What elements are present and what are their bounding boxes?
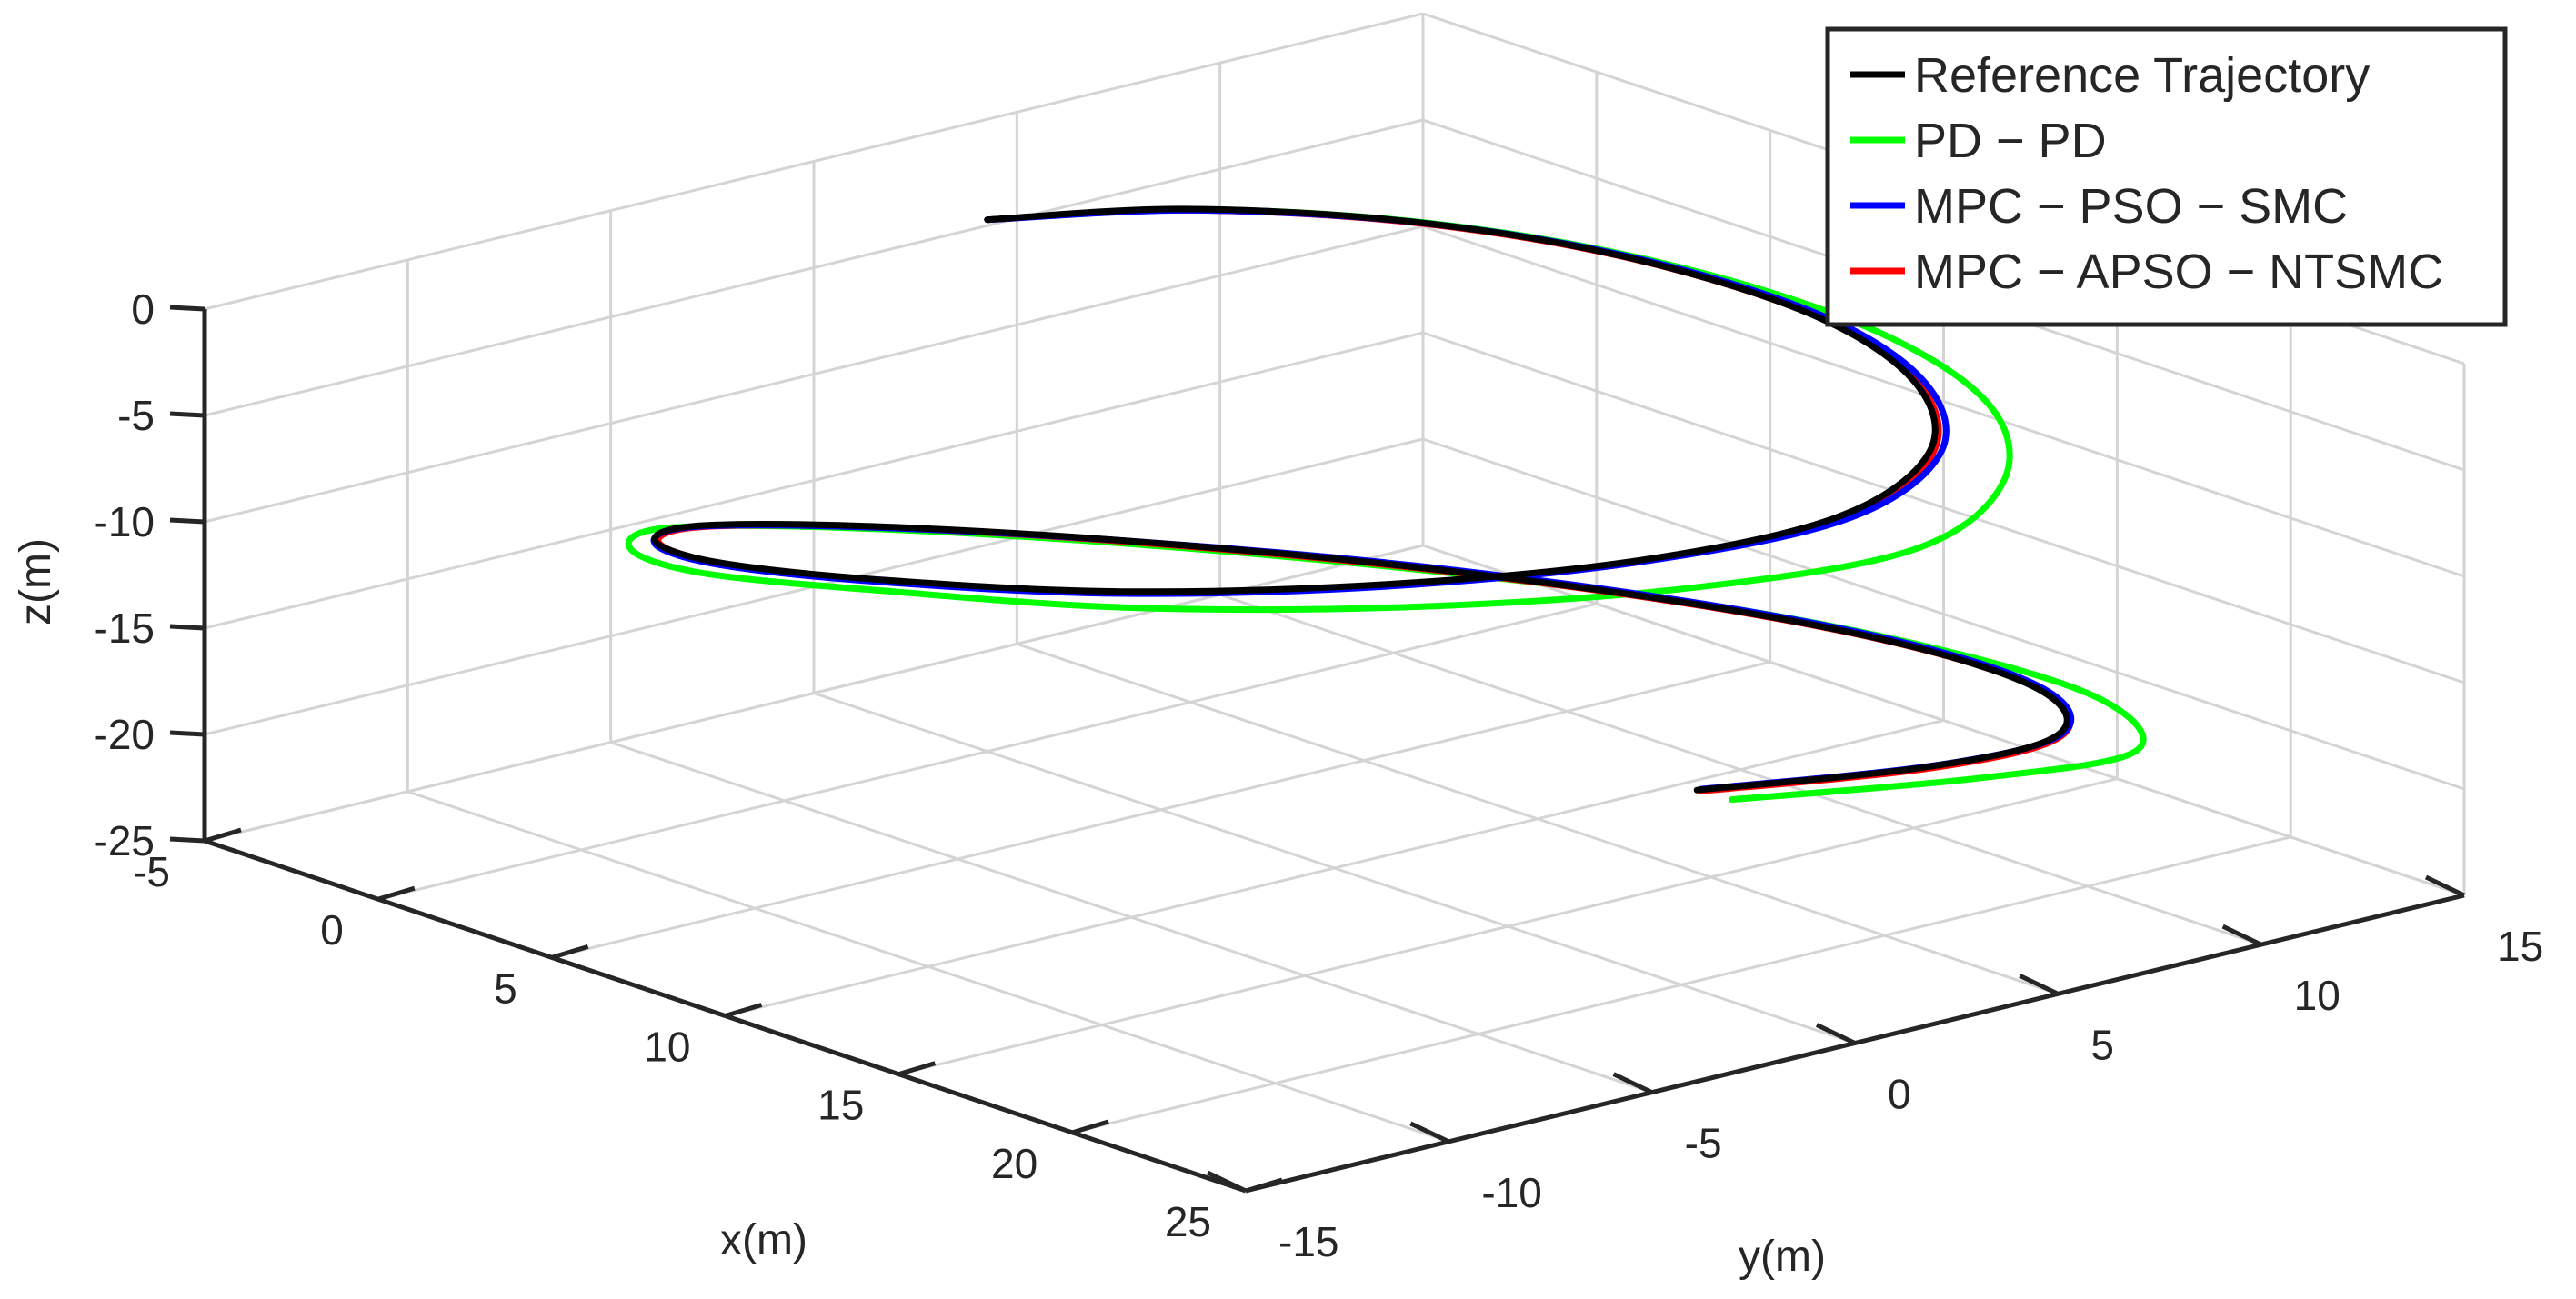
y-axis-label: y(m) — [1739, 1233, 1826, 1281]
x-tick-mark — [377, 885, 416, 902]
y-tick-mark — [2424, 874, 2466, 898]
grid-line-wall-x-z — [204, 12, 1424, 311]
grid-line-floor-y — [1016, 642, 2059, 995]
x-tick-label: 20 — [991, 1140, 1037, 1187]
x-tick-label: 0 — [320, 906, 344, 954]
x-axis-label: x(m) — [720, 1216, 807, 1264]
tick-labels: -5 0 5 10 15 20 25 -15 -10 -5 0 5 10 15 0 -5 -10 -15 -20 -2… — [95, 285, 2544, 1265]
grid-line-floor-y — [610, 741, 1653, 1094]
grid-line-floor-y — [406, 790, 1449, 1144]
legend-label: PD − PD — [1914, 114, 2107, 168]
grid-line-wall-x-z — [204, 225, 1424, 524]
series-line-0 — [651, 205, 2070, 794]
x-tick-mark — [724, 1003, 763, 1018]
x-tick-label: 5 — [494, 964, 517, 1012]
y-tick-label: 15 — [2497, 923, 2543, 970]
z-tick-mark — [169, 624, 205, 631]
y-tick-mark — [2019, 974, 2060, 996]
z-tick-label: 0 — [131, 285, 155, 333]
z-tick-mark — [169, 411, 205, 418]
x-tick-label: -5 — [133, 848, 170, 895]
y-tick-mark — [1409, 1121, 1450, 1144]
grid-line-wall-y-z — [1422, 331, 2465, 684]
y-tick-mark — [1612, 1072, 1653, 1094]
y-tick-mark — [1815, 1023, 1857, 1045]
z-tick-mark — [169, 730, 205, 737]
z-tick-label: -25 — [95, 817, 155, 864]
y-tick-label: 0 — [1888, 1071, 1911, 1118]
z-tick-label: -15 — [95, 605, 155, 652]
y-tick-label: -15 — [1278, 1218, 1338, 1265]
y-tick-label: -10 — [1481, 1169, 1541, 1216]
z-axis-label: z(m) — [12, 538, 60, 625]
grid-line-wall-y-z — [1422, 225, 2465, 578]
x-tick-mark — [897, 1061, 937, 1077]
grid-line-floor-y — [813, 692, 1856, 1044]
legend-box — [1825, 26, 2508, 327]
grid-line-wall-y-z — [1422, 544, 2465, 897]
legend: Reference Trajectory PD − PD MPC − PSO − S… — [1825, 26, 2508, 327]
legend-label: MPC − PSO − SMC — [1914, 179, 2348, 234]
x-tick-label: 25 — [1165, 1198, 1211, 1245]
y-tick-label: -5 — [1685, 1120, 1722, 1167]
axes — [169, 305, 2466, 1194]
y-tick-mark — [1206, 1170, 1248, 1194]
x-tick-label: 10 — [644, 1024, 690, 1071]
x-tick-mark — [1071, 1119, 1109, 1135]
grid-line-wall-x-z — [204, 331, 1424, 630]
grid-line-wall-x-z — [204, 118, 1424, 417]
grid-line-floor-y — [1219, 593, 2262, 946]
series-lines — [625, 205, 2147, 804]
grid-line-wall-y-z — [1422, 437, 2465, 791]
z-tick-mark — [169, 836, 205, 844]
z-tick-mark — [169, 305, 205, 312]
z-tick-label: -5 — [117, 392, 155, 439]
y-tick-mark — [2221, 924, 2262, 947]
x-tick-mark — [550, 944, 589, 960]
x-tick-mark — [1245, 1177, 1283, 1194]
legend-label: Reference Trajectory — [1914, 48, 2370, 103]
z-tick-label: -10 — [95, 498, 155, 545]
y-tick-label: 10 — [2294, 972, 2340, 1019]
legend-label: MPC − APSO − NTSMC — [1914, 245, 2443, 299]
z-tick-mark — [169, 517, 205, 525]
z-tick-label: -20 — [95, 711, 155, 758]
x-tick-label: 15 — [817, 1082, 864, 1129]
y-tick-label: 5 — [2090, 1021, 2114, 1068]
x-tick-mark — [204, 827, 242, 844]
grid — [203, 12, 2466, 1193]
